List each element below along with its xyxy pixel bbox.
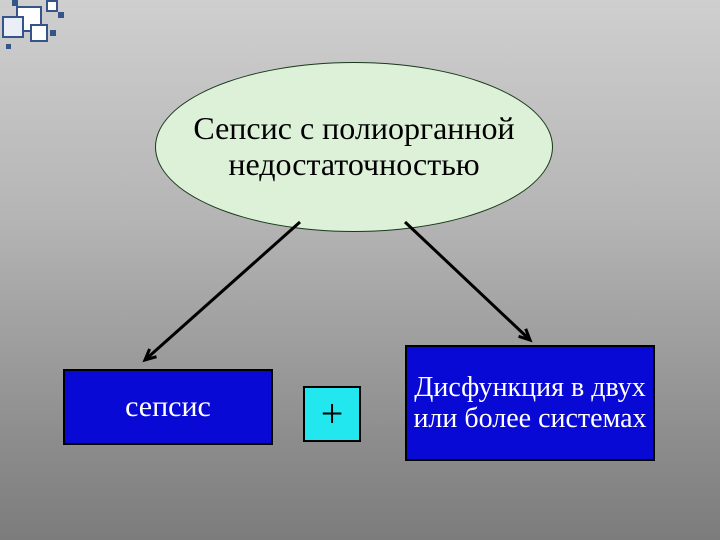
ellipse-node: Сепсис с полиорганной недостаточностью [155,62,553,232]
slide: Сепсис с полиорганной недостаточностью с… [0,0,720,540]
box-right-text: Дисфункция в двух или более системах [413,372,647,435]
box-left: сепсис [63,369,273,445]
box-right: Дисфункция в двух или более системах [405,345,655,461]
plus-operator: + [303,386,361,442]
box-left-text: сепсис [125,390,211,424]
corner-decoration [0,0,98,56]
plus-text: + [321,392,344,437]
ellipse-text: Сепсис с полиорганной недостаточностью [182,111,526,183]
